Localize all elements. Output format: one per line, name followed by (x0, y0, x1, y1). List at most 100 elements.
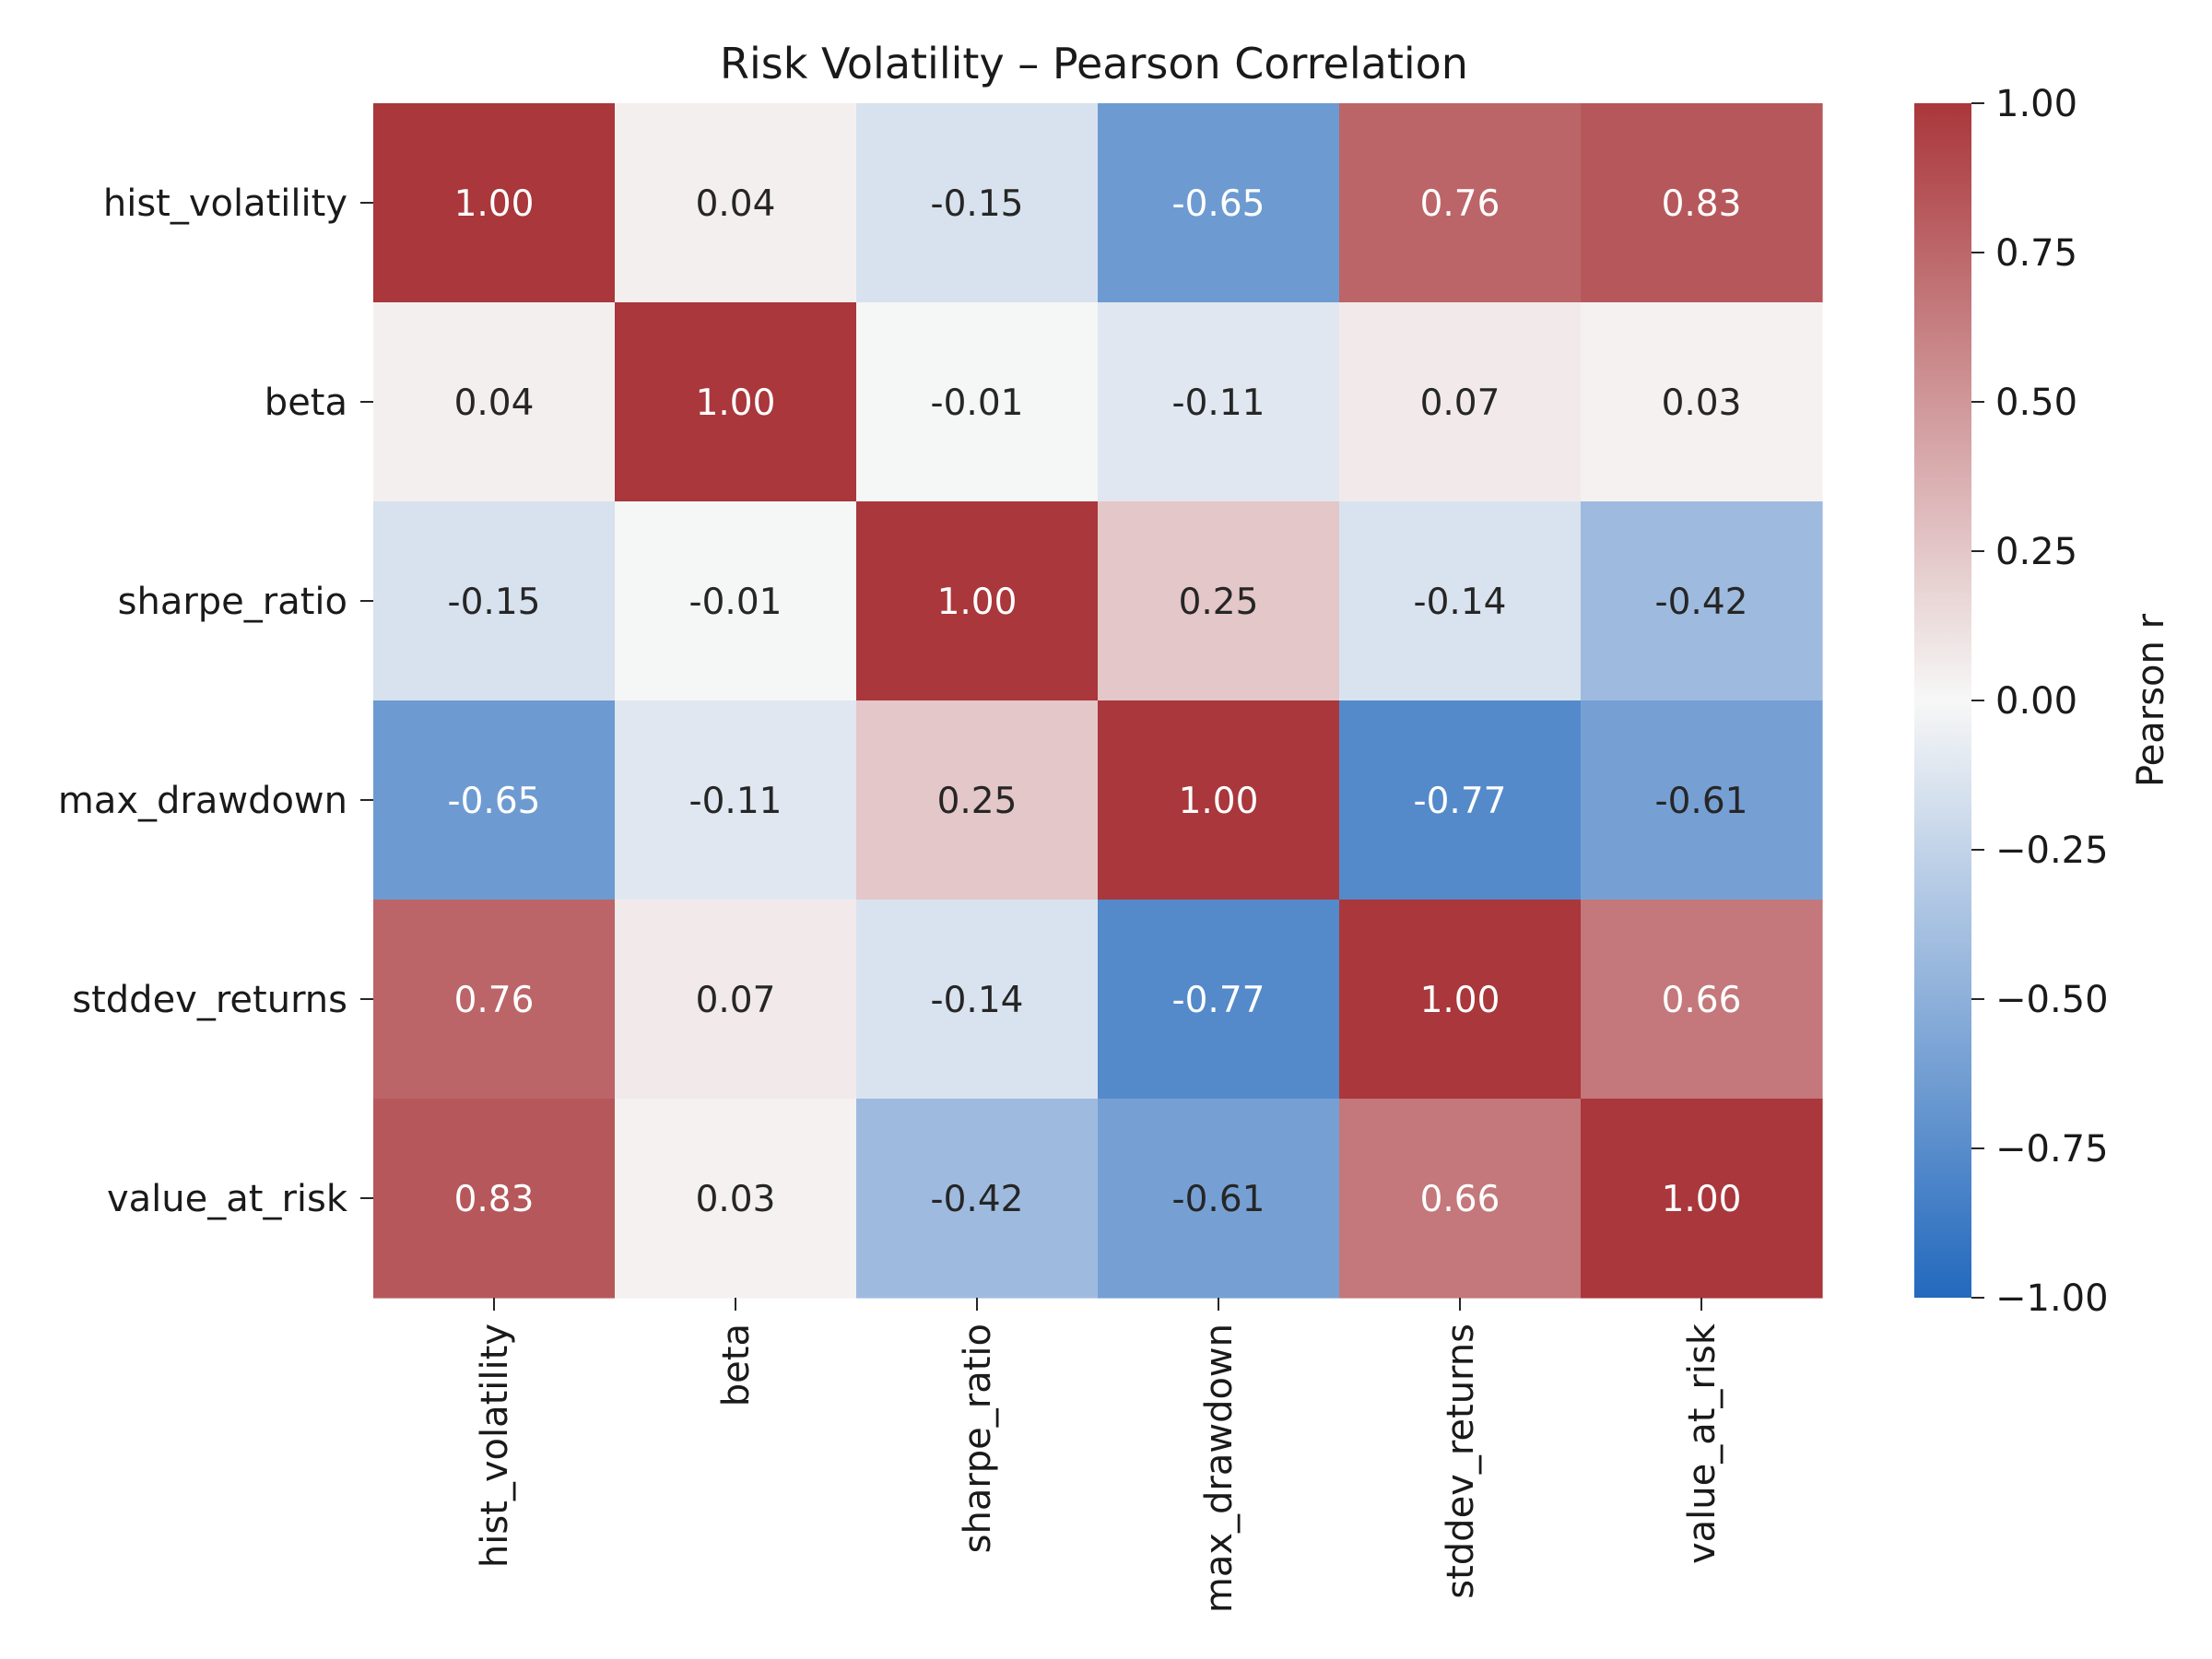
heatmap-cell (1581, 501, 1823, 701)
cell-value-label: 1.00 (1662, 1179, 1742, 1220)
heatmap-cell (1339, 103, 1582, 303)
heatmap-cell (615, 1099, 857, 1299)
cell-value-label: -0.14 (931, 980, 1024, 1021)
cell-value-label: -0.14 (1414, 582, 1507, 623)
cell-value-label: -0.42 (931, 1179, 1024, 1220)
heatmap-cell (1339, 1099, 1582, 1299)
heatmap-cell (1098, 1099, 1340, 1299)
cell-value-label: 0.83 (454, 1179, 535, 1220)
heatmap-cell (1581, 1099, 1823, 1299)
column-label: hist_volatility (474, 1324, 516, 1568)
cell-value-label: -0.77 (1172, 980, 1265, 1021)
heatmap-cell (1339, 302, 1582, 502)
cell-value-label: -0.15 (931, 183, 1024, 225)
colorbar-tick-label: −1.00 (1995, 1277, 2109, 1320)
row-label: sharpe_ratio (118, 581, 347, 623)
colorbar-tick-label: 1.00 (1995, 83, 2077, 125)
heatmap-cell (615, 103, 857, 303)
heatmap-cell (615, 900, 857, 1100)
cell-value-label: 0.03 (696, 1179, 776, 1220)
cell-value-label: 0.66 (1662, 980, 1742, 1021)
heatmap-cell (856, 700, 1099, 900)
colorbar-tick-label: 0.00 (1995, 680, 2077, 723)
cell-value-label: 0.66 (1420, 1179, 1500, 1220)
colorbar-tick-label: 0.75 (1995, 232, 2077, 275)
cell-value-label: 0.83 (1662, 183, 1742, 225)
heatmap-cell (1339, 700, 1582, 900)
cell-value-label: -0.61 (1172, 1179, 1265, 1220)
row-label: stddev_returns (72, 979, 347, 1021)
heatmap-cell (856, 1099, 1099, 1299)
cell-value-label: 0.04 (454, 382, 535, 424)
heatmap-cell (856, 501, 1099, 701)
heatmap-cell (1581, 302, 1823, 502)
colorbar-tick-label: 0.25 (1995, 531, 2077, 573)
colorbar-tick-label: −0.50 (1995, 979, 2109, 1021)
cell-value-label: -0.15 (448, 582, 541, 623)
colorbar-label: Pearson r (2130, 613, 2172, 787)
cell-value-label: -0.77 (1414, 781, 1507, 822)
cell-value-label: -0.01 (931, 382, 1024, 424)
cell-value-label: 1.00 (937, 582, 1018, 623)
cell-value-label: 1.00 (454, 183, 535, 225)
column-label: sharpe_ratio (957, 1324, 999, 1553)
column-label: value_at_risk (1681, 1323, 1724, 1564)
cell-value-label: 0.25 (1179, 582, 1259, 623)
row-label: hist_volatility (103, 182, 347, 225)
heatmap-cell (373, 1099, 616, 1299)
heatmap-cell (1581, 103, 1823, 303)
heatmap-cell (615, 302, 857, 502)
cell-value-label: 0.25 (937, 781, 1018, 822)
cell-value-label: 0.04 (696, 183, 776, 225)
column-label: stddev_returns (1440, 1324, 1482, 1599)
cell-value-label: 0.76 (454, 980, 535, 1021)
cell-value-label: -0.11 (1172, 382, 1265, 424)
cell-value-label: 0.07 (1420, 382, 1500, 424)
cell-value-label: -0.65 (1172, 183, 1265, 225)
heatmap-cell (856, 302, 1099, 502)
colorbar-gradient (1914, 103, 1971, 1298)
column-label: beta (715, 1324, 758, 1406)
heatmap-cell (1098, 103, 1340, 303)
heatmap-cell (1581, 700, 1823, 900)
colorbar: 1.00 0.75 0.50 0.25 0.00 −0.25 −0.50 −0.75 −1.00… (1914, 83, 2172, 1320)
heatmap-cell (856, 103, 1099, 303)
cell-value-label: 0.07 (696, 980, 776, 1021)
cell-value-label: 1.00 (1179, 781, 1259, 822)
cell-value-label: 0.03 (1662, 382, 1742, 424)
heatmap-cell (1098, 501, 1340, 701)
cell-value-label: -0.65 (448, 781, 541, 822)
heatmap-cell (373, 501, 616, 701)
cell-value-label: -0.42 (1655, 582, 1748, 623)
row-label: beta (265, 382, 347, 424)
heatmap-cells: 1.00 0.04 -0.15 -0.65 0.76 0.83 0.04 1.00 -0.01 -… (373, 103, 1823, 1299)
colorbar-tick-label: 0.50 (1995, 382, 2077, 424)
colorbar-tick-label: −0.75 (1995, 1128, 2109, 1171)
heatmap-cell (373, 103, 616, 303)
heatmap-cell (856, 900, 1099, 1100)
heatmap-cell (1339, 501, 1582, 701)
column-label: max_drawdown (1198, 1324, 1241, 1613)
heatmap-cell (1339, 900, 1582, 1100)
heatmap-cell (1098, 302, 1340, 502)
heatmap-cell (373, 302, 616, 502)
heatmap-cell (615, 501, 857, 701)
column-axis: hist_volatility beta sharpe_ratio max_drawd… (474, 1298, 1724, 1613)
heatmap-cell (373, 700, 616, 900)
row-label: max_drawdown (58, 780, 347, 822)
heatmap-cell (1581, 900, 1823, 1100)
heatmap-cell (373, 900, 616, 1100)
heatmap-cell (1098, 900, 1340, 1100)
cell-value-label: 1.00 (696, 382, 776, 424)
row-label: value_at_risk (107, 1178, 348, 1220)
cell-value-label: 0.76 (1420, 183, 1500, 225)
cell-value-label: 1.00 (1420, 980, 1500, 1021)
colorbar-tick-label: −0.25 (1995, 830, 2109, 872)
chart-title: Risk Volatility – Pearson Correlation (720, 39, 1468, 88)
cell-value-label: -0.61 (1655, 781, 1748, 822)
cell-value-label: -0.01 (689, 582, 782, 623)
heatmap-cell (1098, 700, 1340, 900)
heatmap-cell (615, 700, 857, 900)
